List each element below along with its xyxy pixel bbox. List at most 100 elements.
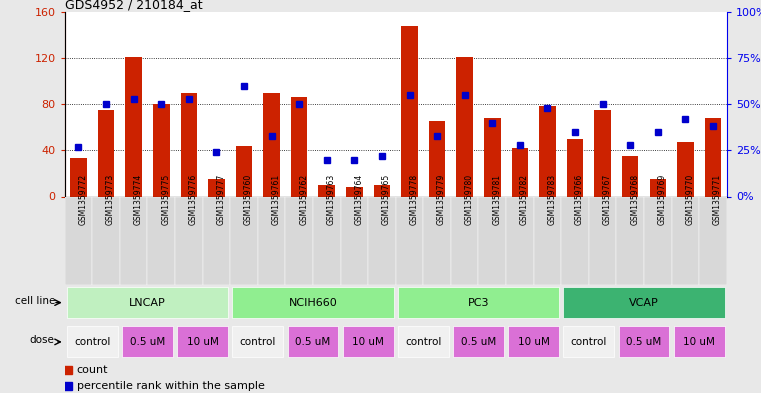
Text: control: control (74, 337, 110, 347)
Text: GSM1359761: GSM1359761 (272, 174, 281, 225)
Text: PC3: PC3 (468, 298, 489, 308)
Bar (291, 97, 307, 196)
Bar (567, 139, 584, 196)
Bar (313, 196, 340, 285)
Bar (563, 326, 614, 358)
Text: GSM1359764: GSM1359764 (355, 174, 363, 225)
Bar (342, 326, 393, 358)
Bar (67, 287, 228, 318)
Text: GSM1359769: GSM1359769 (658, 174, 667, 225)
Bar (429, 121, 445, 196)
Bar (202, 196, 230, 285)
Bar (258, 196, 285, 285)
Bar (230, 196, 258, 285)
Bar (92, 196, 120, 285)
Text: GSM1359762: GSM1359762 (299, 174, 308, 225)
Bar (511, 148, 528, 196)
Text: cell line: cell line (15, 296, 56, 306)
Text: GSM1359772: GSM1359772 (78, 174, 88, 225)
Text: 0.5 uM: 0.5 uM (130, 337, 165, 347)
Text: control: control (405, 337, 441, 347)
Text: GSM1359780: GSM1359780 (465, 174, 473, 225)
Text: GSM1359765: GSM1359765 (382, 174, 391, 225)
Bar (457, 57, 473, 196)
Text: 0.5 uM: 0.5 uM (295, 337, 330, 347)
Text: GSM1359777: GSM1359777 (216, 174, 225, 225)
Text: GSM1359775: GSM1359775 (161, 174, 170, 225)
Text: GSM1359760: GSM1359760 (244, 174, 253, 225)
Bar (180, 93, 197, 196)
Bar (622, 156, 638, 196)
Bar (673, 326, 724, 358)
Text: GSM1359783: GSM1359783 (547, 174, 556, 225)
Bar (65, 196, 92, 285)
Bar (236, 146, 252, 196)
Text: percentile rank within the sample: percentile rank within the sample (77, 381, 265, 391)
Text: GSM1359776: GSM1359776 (189, 174, 198, 225)
Bar (126, 57, 142, 196)
Bar (401, 26, 418, 196)
Text: GSM1359782: GSM1359782 (520, 174, 529, 225)
Bar (484, 118, 501, 196)
Bar (346, 187, 362, 196)
Bar (148, 196, 175, 285)
Text: control: control (240, 337, 276, 347)
Text: GSM1359781: GSM1359781 (492, 174, 501, 225)
Bar (539, 107, 556, 196)
Text: VCAP: VCAP (629, 298, 659, 308)
Text: 10 uM: 10 uM (683, 337, 715, 347)
Bar (616, 196, 644, 285)
Text: dose: dose (30, 335, 55, 345)
Bar (285, 196, 313, 285)
Bar (177, 326, 228, 358)
Bar (97, 110, 114, 196)
Bar (175, 196, 202, 285)
Bar (288, 326, 339, 358)
Text: 0.5 uM: 0.5 uM (626, 337, 661, 347)
Bar (479, 196, 506, 285)
Text: GSM1359766: GSM1359766 (575, 174, 584, 225)
Text: 10 uM: 10 uM (186, 337, 218, 347)
Text: GDS4952 / 210184_at: GDS4952 / 210184_at (65, 0, 202, 11)
Bar (396, 196, 423, 285)
Text: GSM1359763: GSM1359763 (326, 174, 336, 225)
Text: GSM1359773: GSM1359773 (106, 174, 115, 225)
Text: GSM1359771: GSM1359771 (713, 174, 722, 225)
Bar (677, 142, 694, 196)
Text: 10 uM: 10 uM (352, 337, 384, 347)
Text: 10 uM: 10 uM (517, 337, 549, 347)
Text: GSM1359767: GSM1359767 (603, 174, 612, 225)
Bar (67, 326, 118, 358)
Text: GSM1359774: GSM1359774 (134, 174, 142, 225)
Bar (153, 104, 170, 196)
Text: GSM1359779: GSM1359779 (437, 174, 446, 225)
Bar (533, 196, 561, 285)
Bar (508, 326, 559, 358)
Bar (368, 196, 396, 285)
Bar (671, 196, 699, 285)
Bar (561, 196, 589, 285)
Bar (232, 326, 283, 358)
Bar (374, 185, 390, 196)
Text: LNCAP: LNCAP (129, 298, 166, 308)
Bar (589, 196, 616, 285)
Bar (232, 287, 393, 318)
Bar (699, 196, 727, 285)
Text: GSM1359770: GSM1359770 (686, 174, 694, 225)
Text: GSM1359768: GSM1359768 (630, 174, 639, 225)
Bar (423, 196, 451, 285)
Bar (705, 118, 721, 196)
Bar (263, 93, 280, 196)
Bar (122, 326, 173, 358)
Bar (453, 326, 504, 358)
Bar (209, 179, 224, 196)
Bar (649, 179, 666, 196)
Bar (594, 110, 611, 196)
Bar (120, 196, 148, 285)
Bar (506, 196, 533, 285)
Bar (644, 196, 671, 285)
Text: GSM1359778: GSM1359778 (409, 174, 419, 225)
Bar (70, 158, 87, 196)
Text: 0.5 uM: 0.5 uM (461, 337, 496, 347)
Bar (563, 287, 724, 318)
